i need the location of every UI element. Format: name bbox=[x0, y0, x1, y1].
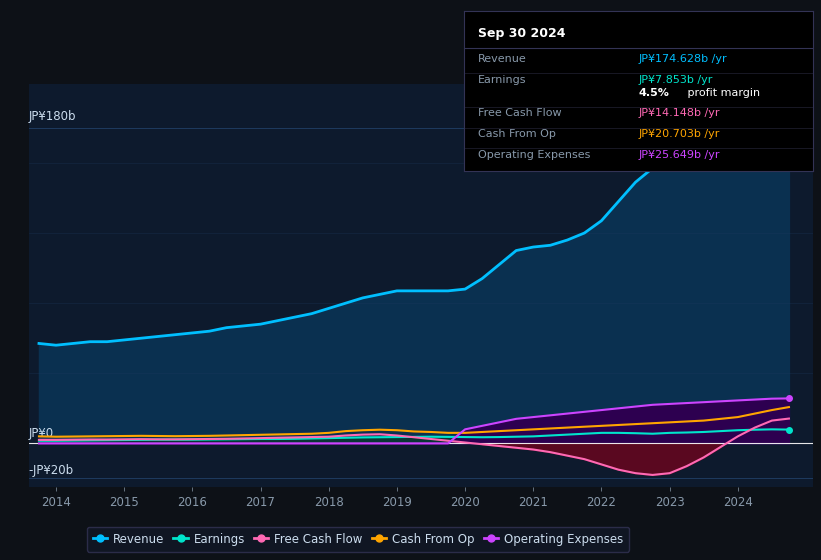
Text: JP¥14.148b /yr: JP¥14.148b /yr bbox=[639, 108, 720, 118]
Text: profit margin: profit margin bbox=[684, 87, 759, 97]
Text: Earnings: Earnings bbox=[478, 75, 526, 85]
Text: Cash From Op: Cash From Op bbox=[478, 129, 556, 139]
Text: 4.5%: 4.5% bbox=[639, 87, 669, 97]
Text: JP¥25.649b /yr: JP¥25.649b /yr bbox=[639, 150, 720, 160]
Text: JP¥0: JP¥0 bbox=[29, 427, 54, 440]
Text: Operating Expenses: Operating Expenses bbox=[478, 150, 590, 160]
Text: JP¥7.853b /yr: JP¥7.853b /yr bbox=[639, 75, 713, 85]
Text: Sep 30 2024: Sep 30 2024 bbox=[478, 27, 566, 40]
Legend: Revenue, Earnings, Free Cash Flow, Cash From Op, Operating Expenses: Revenue, Earnings, Free Cash Flow, Cash … bbox=[87, 527, 630, 552]
Text: -JP¥20b: -JP¥20b bbox=[29, 464, 74, 477]
Text: JP¥180b: JP¥180b bbox=[29, 110, 76, 123]
Text: JP¥20.703b /yr: JP¥20.703b /yr bbox=[639, 129, 720, 139]
Text: Free Cash Flow: Free Cash Flow bbox=[478, 108, 562, 118]
Text: JP¥174.628b /yr: JP¥174.628b /yr bbox=[639, 54, 727, 64]
Text: Revenue: Revenue bbox=[478, 54, 526, 64]
